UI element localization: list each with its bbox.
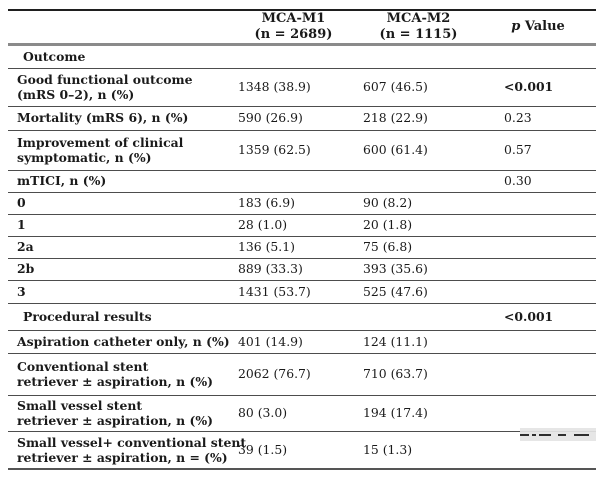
header-mca-m2: MCA-M2 (n = 1115) — [357, 10, 480, 44]
cell-mca-m2: 607 (46.5) — [363, 79, 428, 95]
cell-p-value — [480, 353, 596, 395]
cell-p-value: <0.001 — [504, 79, 554, 95]
cell-mca-m2: 600 (61.4) — [363, 142, 428, 158]
cell-mca-m1: 1359 (62.5) — [238, 142, 311, 158]
table-row: Small vessel+ conventional stent retrieve… — [8, 431, 596, 469]
cell-mca-m1: 136 (5.1) — [238, 239, 295, 255]
table-row: Small vessel stent retriever ± aspiration… — [8, 395, 596, 431]
watermark-overlay — [520, 428, 596, 441]
cell-mca-m1: 889 (33.3) — [238, 261, 303, 277]
header-mca-m1: MCA-M1 (n = 2689) — [230, 10, 357, 44]
cell-p-value — [480, 395, 596, 431]
cell-mca-m1: 401 (14.9) — [238, 333, 303, 349]
row-label: Improvement of clinical symptomatic, n (%… — [17, 134, 184, 165]
table-row: Outcome — [8, 44, 596, 68]
cell-p-value — [480, 192, 596, 214]
table-row: mTICI, n (%) 0.30 — [8, 170, 596, 192]
cell-mca-m1: 80 (3.0) — [238, 405, 288, 421]
cell-mca-m2 — [357, 44, 480, 68]
header-empty — [8, 10, 230, 44]
cell-mca-m1 — [230, 303, 357, 330]
cell-p-value — [480, 214, 596, 236]
row-label: Mortality (mRS 6), n (%) — [17, 110, 189, 126]
row-label: Aspiration catheter only, n (%) — [17, 333, 230, 349]
cell-mca-m2 — [357, 303, 480, 330]
row-label: 1 — [17, 217, 26, 233]
cell-mca-m2: 525 (47.6) — [363, 283, 428, 299]
cell-p-value: 0.30 — [504, 173, 532, 189]
row-label: Outcome — [23, 48, 86, 64]
cell-mca-m1: 1431 (53.7) — [238, 283, 311, 299]
row-label: 2b — [17, 261, 35, 277]
header-mca-m2-name: MCA-M2 — [386, 11, 451, 27]
table-row: Improvement of clinical symptomatic, n (%… — [8, 130, 596, 170]
row-label: Small vessel stent retriever ± aspiration… — [17, 397, 213, 428]
results-table: MCA-M1 (n = 2689) MCA-M2 (n = 1115) p Va… — [8, 9, 596, 470]
cell-mca-m1: 183 (6.9) — [238, 195, 295, 211]
table-row: Mortality (mRS 6), n (%) 590 (26.9) 218 … — [8, 106, 596, 130]
cell-mca-m1 — [230, 44, 357, 68]
cell-mca-m2 — [357, 170, 480, 192]
cell-mca-m1: 28 (1.0) — [238, 217, 288, 233]
cell-mca-m2: 15 (1.3) — [363, 442, 413, 458]
cell-mca-m2: 20 (1.8) — [363, 217, 413, 233]
row-label: Small vessel+ conventional stent retrieve… — [17, 434, 247, 465]
cell-p-value: <0.001 — [504, 308, 554, 324]
cell-p-value: 0.57 — [504, 142, 532, 158]
row-label: Good functional outcome (mRS 0–2), n (%) — [17, 71, 193, 102]
cell-mca-m1: 2062 (76.7) — [238, 366, 311, 382]
row-label: Conventional stent retriever ± aspiration… — [17, 358, 213, 389]
header-mca-m1-name: MCA-M1 — [261, 11, 326, 27]
cell-mca-m2: 75 (6.8) — [363, 239, 413, 255]
table-row: 1 28 (1.0) 20 (1.8) — [8, 214, 596, 236]
cell-p-value — [480, 258, 596, 280]
header-mca-m2-n: (n = 1115) — [379, 26, 458, 42]
table-row: Procedural results <0.001 — [8, 303, 596, 330]
table-row: Conventional stent retriever ± aspiration… — [8, 353, 596, 395]
cell-p-value: 0.23 — [504, 110, 532, 126]
header-mca-m1-n: (n = 2689) — [254, 26, 333, 42]
cell-mca-m1: 1348 (38.9) — [238, 79, 311, 95]
row-label: Procedural results — [23, 308, 152, 324]
row-label: 0 — [17, 195, 26, 211]
cell-mca-m2: 90 (8.2) — [363, 195, 413, 211]
table-row: Aspiration catheter only, n (%) 401 (14.… — [8, 330, 596, 353]
cell-mca-m2: 393 (35.6) — [363, 261, 428, 277]
cell-mca-m2: 124 (11.1) — [363, 333, 428, 349]
table-row: 2b 889 (33.3) 393 (35.6) — [8, 258, 596, 280]
cell-p-value — [480, 280, 596, 303]
header-p-value: p Value — [511, 18, 565, 34]
row-label: mTICI, n (%) — [17, 173, 107, 189]
table-row: 0 183 (6.9) 90 (8.2) — [8, 192, 596, 214]
cell-mca-m1: 590 (26.9) — [238, 110, 303, 126]
cell-mca-m2: 218 (22.9) — [363, 110, 428, 126]
cell-mca-m1: 39 (1.5) — [238, 442, 288, 458]
table-header-row: MCA-M1 (n = 2689) MCA-M2 (n = 1115) p Va… — [8, 10, 596, 44]
table-row: 2a 136 (5.1) 75 (6.8) — [8, 236, 596, 258]
cell-p-value — [480, 236, 596, 258]
table-row: Good functional outcome (mRS 0–2), n (%) … — [8, 68, 596, 106]
cell-mca-m2: 194 (17.4) — [363, 405, 428, 421]
cell-mca-m2: 710 (63.7) — [363, 366, 428, 382]
row-label: 2a — [17, 239, 34, 255]
table-row: 3 1431 (53.7) 525 (47.6) — [8, 280, 596, 303]
cell-p-value — [480, 330, 596, 353]
cell-mca-m1 — [230, 170, 357, 192]
row-label: 3 — [17, 283, 26, 299]
cell-p-value — [480, 44, 596, 68]
